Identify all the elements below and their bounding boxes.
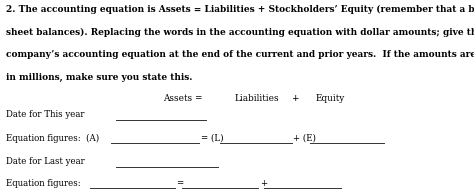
Text: company’s accounting equation at the end of the current and prior years.  If the: company’s accounting equation at the end… [6,50,474,59]
Text: Liabilities: Liabilities [235,94,279,103]
Text: =: = [176,179,183,188]
Text: Date for Last year: Date for Last year [6,157,84,166]
Text: 2. The accounting equation is Assets = Liabilities + Stockholders’ Equity (remem: 2. The accounting equation is Assets = L… [6,5,474,14]
Text: + (E): + (E) [293,134,316,143]
Text: +: + [292,94,299,103]
Text: = (L): = (L) [201,134,224,143]
Text: Assets =: Assets = [164,94,203,103]
Text: Equation figures:: Equation figures: [6,179,80,188]
Text: +: + [260,179,267,188]
Text: in millions, make sure you state this.: in millions, make sure you state this. [6,73,192,82]
Text: sheet balances). Replacing the words in the accounting equation with dollar amou: sheet balances). Replacing the words in … [6,27,474,37]
Text: Equity: Equity [315,94,345,103]
Text: Date for This year: Date for This year [6,110,84,119]
Text: Equation figures:  (A): Equation figures: (A) [6,134,99,143]
